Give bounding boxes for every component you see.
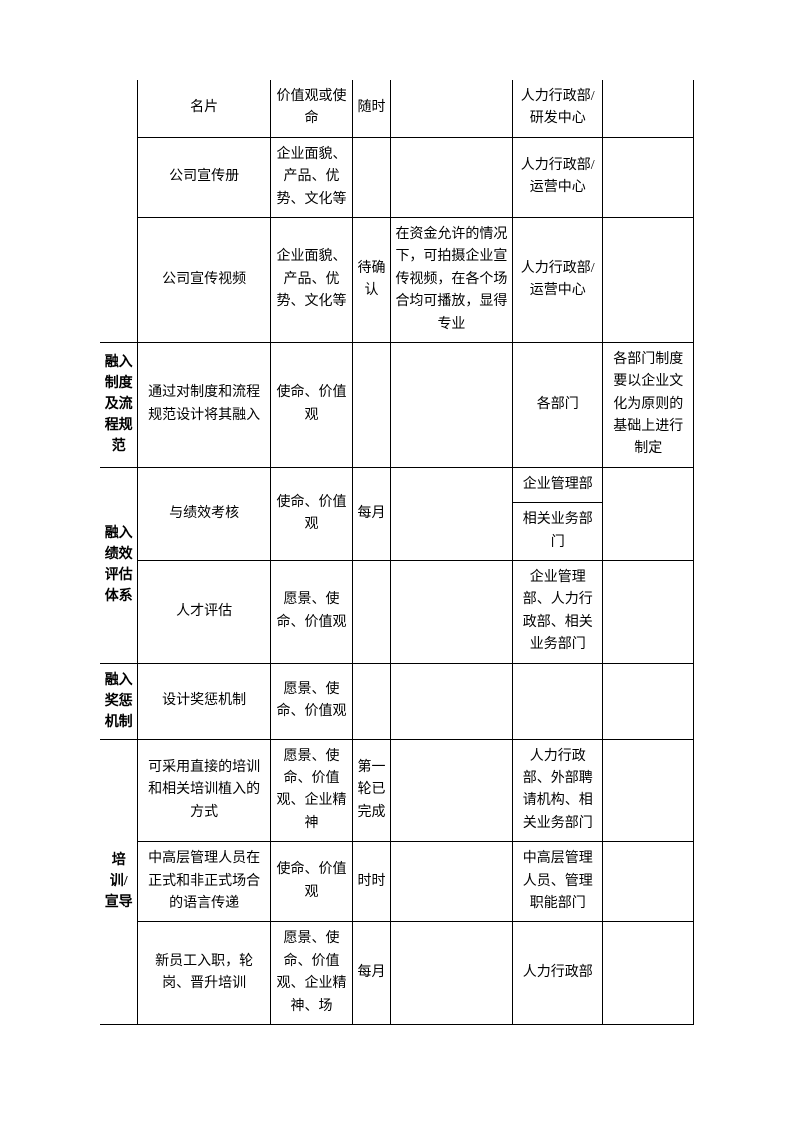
cell: 愿景、使命、价值观 [270,561,352,664]
cell [353,342,391,467]
cell-category: 融入绩效评估体系 [100,467,138,663]
cell: 每月 [353,922,391,1025]
cell-category: 融入奖惩机制 [100,663,138,739]
cell [390,342,512,467]
cell: 各部门制度要以企业文化为原则的基础上进行制定 [603,342,694,467]
cell: 在资金允许的情况下，可拍摄企业宣传视频，在各个场合均可播放，显得专业 [390,217,512,342]
cell [390,663,512,739]
cell: 可采用直接的培训和相关培训植入的方式 [138,739,271,842]
cell: 各部门 [512,342,602,467]
cell [512,663,602,739]
cell: 人力行政部/研发中心 [512,80,602,137]
table-row: 人才评估 愿景、使命、价值观 企业管理部、人力行政部、相关业务部门 [100,561,694,664]
cell [603,922,694,1025]
cell: 使命、价值观 [270,342,352,467]
cell [603,561,694,664]
table-row: 公司宣传册 企业面貌、产品、优势、文化等 人力行政部/运营中心 [100,137,694,217]
cell: 企业面貌、产品、优势、文化等 [270,137,352,217]
cell: 待确认 [353,217,391,342]
cell [603,80,694,137]
cell-category [100,80,138,342]
cell [603,842,694,922]
cell: 人力行政部/运营中心 [512,137,602,217]
cell [353,663,391,739]
cell: 时时 [353,842,391,922]
table-row: 名片 价值观或使命 随时 人力行政部/研发中心 [100,80,694,137]
cell: 相关业务部门 [512,503,602,561]
cell [390,842,512,922]
cell: 使命、价值观 [270,467,352,560]
cell: 公司宣传册 [138,137,271,217]
cell: 愿景、使命、价值观、企业精神、场 [270,922,352,1025]
main-table: 名片 价值观或使命 随时 人力行政部/研发中心 公司宣传册 企业面貌、产品、优势… [100,80,694,1025]
cell [603,217,694,342]
cell [603,137,694,217]
cell: 愿景、使命、价值观 [270,663,352,739]
cell: 企业面貌、产品、优势、文化等 [270,217,352,342]
cell: 设计奖惩机制 [138,663,271,739]
cell: 随时 [353,80,391,137]
cell: 与绩效考核 [138,467,271,560]
cell: 企业管理部、人力行政部、相关业务部门 [512,561,602,664]
cell: 第一轮已完成 [353,739,391,842]
table-row: 公司宣传视频 企业面貌、产品、优势、文化等 待确认 在资金允许的情况下，可拍摄企… [100,217,694,342]
page: 名片 价值观或使命 随时 人力行政部/研发中心 公司宣传册 企业面貌、产品、优势… [0,0,794,1123]
cell: 名片 [138,80,271,137]
cell: 新员工入职，轮岗、晋升培训 [138,922,271,1025]
table-row: 融入奖惩机制 设计奖惩机制 愿景、使命、价值观 [100,663,694,739]
cell [390,739,512,842]
cell [390,467,512,560]
cell [353,137,391,217]
table-row: 融入绩效评估体系 与绩效考核 使命、价值观 每月 企业管理部 [100,467,694,502]
cell: 人力行政部/运营中心 [512,217,602,342]
cell [603,739,694,842]
table-row: 培训/宣导 可采用直接的培训和相关培训植入的方式 愿景、使命、价值观、企业精神 … [100,739,694,842]
cell [390,561,512,664]
table-row: 中高层管理人员在正式和非正式场合的语言传递 使命、价值观 时时 中高层管理人员、… [100,842,694,922]
cell: 企业管理部 [512,467,602,502]
cell: 人力行政部 [512,922,602,1025]
cell: 每月 [353,467,391,560]
cell-category: 培训/宣导 [100,739,138,1024]
cell: 公司宣传视频 [138,217,271,342]
cell [390,137,512,217]
cell: 中高层管理人员、管理职能部门 [512,842,602,922]
cell [353,561,391,664]
cell [603,467,694,560]
cell: 人力行政部、外部聘请机构、相关业务部门 [512,739,602,842]
cell-category: 融入制度及流程规范 [100,342,138,467]
cell: 使命、价值观 [270,842,352,922]
table-row: 融入制度及流程规范 通过对制度和流程规范设计将其融入 使命、价值观 各部门 各部… [100,342,694,467]
cell [390,80,512,137]
cell: 价值观或使命 [270,80,352,137]
table-row: 新员工入职，轮岗、晋升培训 愿景、使命、价值观、企业精神、场 每月 人力行政部 [100,922,694,1025]
cell [603,663,694,739]
cell: 通过对制度和流程规范设计将其融入 [138,342,271,467]
cell: 人才评估 [138,561,271,664]
cell: 愿景、使命、价值观、企业精神 [270,739,352,842]
cell: 中高层管理人员在正式和非正式场合的语言传递 [138,842,271,922]
cell [390,922,512,1025]
